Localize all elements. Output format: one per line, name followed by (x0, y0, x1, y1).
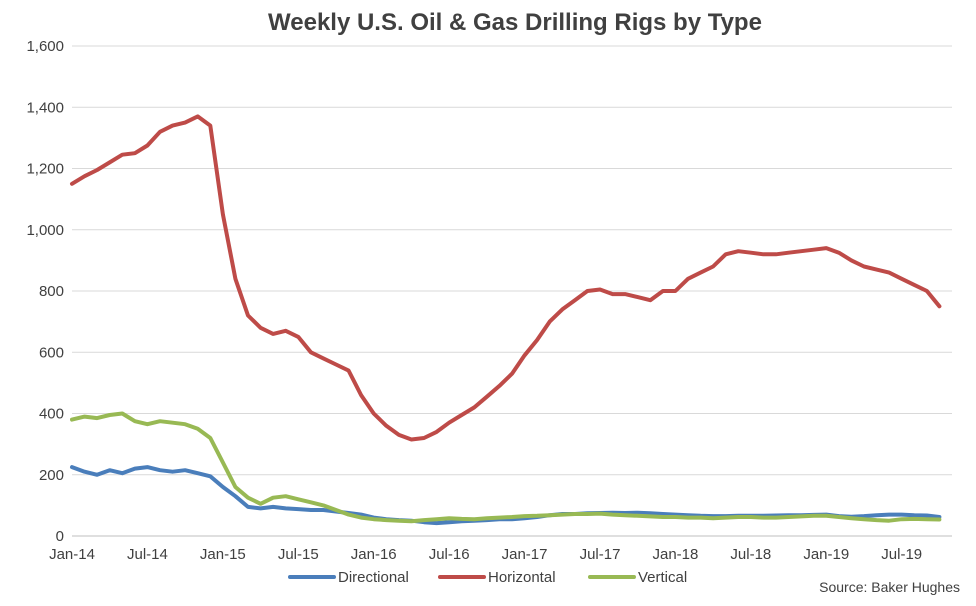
y-tick-label: 1,600 (26, 38, 64, 55)
legend: Directional Horizontal Vertical (288, 569, 687, 586)
legend-label-horizontal: Horizontal (488, 569, 556, 586)
x-tick-label: Jul-18 (730, 546, 771, 563)
x-tick-label: Jan-19 (803, 546, 849, 563)
y-tick-label: 600 (39, 344, 64, 361)
y-tick-label: 0 (56, 528, 64, 545)
x-tick-label: Jul-17 (580, 546, 621, 563)
y-tick-label: 1,400 (26, 99, 64, 116)
source-note: Source: Baker Hughes (819, 579, 960, 595)
series-line-horizontal (70, 114, 942, 442)
y-tick-label: 400 (39, 406, 64, 423)
x-tick-label: Jul-19 (881, 546, 922, 563)
y-tick-label: 200 (39, 467, 64, 484)
x-tick-label: Jan-15 (200, 546, 246, 563)
x-tick-label: Jan-14 (49, 546, 95, 563)
x-tick-label: Jul-14 (127, 546, 168, 563)
y-tick-label: 800 (39, 283, 64, 300)
legend-label-directional: Directional (338, 569, 409, 586)
x-tick-label: Jan-18 (652, 546, 698, 563)
x-tick-label: Jul-16 (429, 546, 470, 563)
chart-title: Weekly U.S. Oil & Gas Drilling Rigs by T… (268, 9, 762, 36)
series-line-vertical (70, 411, 942, 524)
x-tick-label: Jul-15 (278, 546, 319, 563)
y-tick-label: 1,000 (26, 222, 64, 239)
series-layer (70, 114, 942, 526)
legend-label-vertical: Vertical (638, 569, 687, 586)
grid-layer (72, 45, 952, 537)
x-tick-label: Jan-16 (351, 546, 397, 563)
y-tick-label: 1,200 (26, 161, 64, 178)
axis-layer: 0 200 400 600 800 1,000 1,200 1,400 1,600 Jan-14 J… (26, 38, 952, 563)
x-tick-label: Jan-17 (502, 546, 548, 563)
